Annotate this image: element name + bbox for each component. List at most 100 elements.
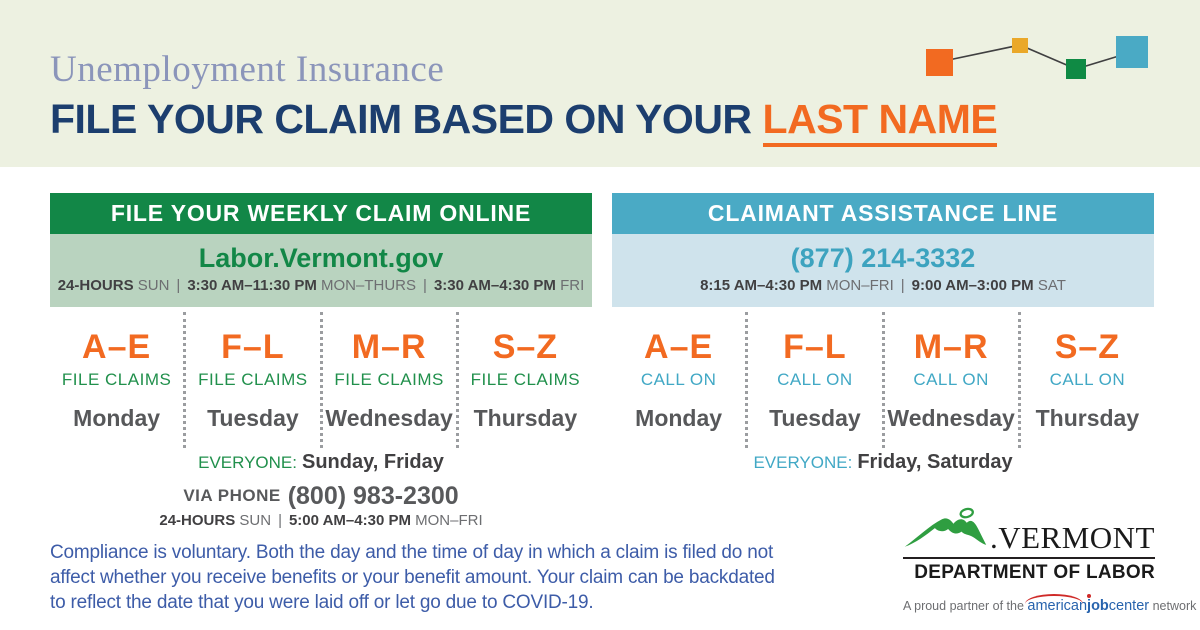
decor-square-gold: [1012, 38, 1028, 53]
americanjobcenter-logo: americanjobcenter: [1025, 594, 1150, 614]
everyone-days: Friday, Saturday: [857, 451, 1013, 473]
online-group-m-r: M–R FILE CLAIMS Wednesday: [323, 312, 456, 448]
ajc-swoosh-arc: [1025, 594, 1084, 604]
day-label: Monday: [73, 405, 161, 431]
via-phone-number[interactable]: (800) 983-2300: [287, 482, 459, 510]
dotted-divider: [745, 312, 749, 448]
everyone-label: EVERYONE:: [753, 453, 853, 472]
header-band: Unemployment Insurance FILE YOUR CLAIM B…: [0, 0, 1200, 167]
ajc-center: center: [1108, 598, 1150, 614]
assistance-panel-body: (877) 214-3332 8:15 AM–4:30 PM MON–FRI | 9…: [612, 234, 1154, 307]
partner-prefix: A proud partner of the: [903, 599, 1024, 613]
letter-range: A–E: [82, 328, 152, 366]
action-label: CALL ON: [913, 370, 989, 389]
labor-vermont-gov-link[interactable]: Labor.Vermont.gov: [198, 243, 444, 273]
letter-range: M–R: [351, 328, 427, 366]
action-label: CALL ON: [640, 370, 717, 389]
assistance-hours: 8:15 AM–4:30 PM MON–FRI | 9:00 AM–3:00 PM …: [612, 277, 1154, 294]
online-lastname-schedule: A–E FILE CLAIMS Monday F–L FILE CLAIMS T…: [50, 312, 592, 448]
assistance-hours-days-2: SAT: [1037, 277, 1066, 294]
page-title-prefix: FILE YOUR CLAIM BASED ON YOUR: [50, 96, 752, 142]
assistance-hours-time-1: 8:15 AM–4:30 PM: [700, 277, 823, 294]
online-hours-days-1: SUN: [137, 277, 170, 294]
online-group-s-z: S–Z FILE CLAIMS Thursday: [459, 312, 592, 448]
online-hours-days-3: FRI: [560, 277, 585, 294]
mountain-shape: [904, 518, 987, 547]
decor-connector-line: [938, 44, 1133, 70]
logo-rule: [903, 557, 1155, 559]
day-label: Wednesday: [887, 405, 1015, 431]
online-group-f-l: F–L FILE CLAIMS Tuesday: [186, 312, 319, 448]
action-label: CALL ON: [1049, 370, 1126, 389]
online-panel-body: Labor.Vermont.gov 24-HOURS SUN | 3:30 AM–1…: [50, 234, 592, 307]
page-title: FILE YOUR CLAIM BASED ON YOUR LAST NAME: [50, 96, 998, 147]
letter-range: S–Z: [1054, 328, 1121, 366]
assistance-hours-time-2: 9:00 AM–3:00 PM: [911, 277, 1034, 294]
letter-range: A–E: [644, 328, 714, 366]
via-phone-hours-days-2: MON–FRI: [415, 512, 483, 529]
page-title-highlight: LAST NAME: [762, 96, 998, 147]
partner-suffix: network: [1152, 599, 1197, 613]
online-group-a-e: A–E FILE CLAIMS Monday: [50, 312, 183, 448]
letter-range: S–Z: [492, 328, 559, 366]
online-panel-header: FILE YOUR WEEKLY CLAIM ONLINE: [50, 193, 592, 234]
action-label: FILE CLAIMS: [470, 370, 581, 389]
day-label: Thursday: [473, 405, 578, 431]
via-phone-hours-days-1: SUN: [239, 512, 272, 529]
compliance-note: Compliance is voluntary. Both the day an…: [50, 542, 775, 613]
day-label: Thursday: [1035, 405, 1140, 431]
online-hours-time-2: 3:30 AM–11:30 PM: [187, 277, 317, 294]
divider: |: [900, 277, 905, 294]
action-label: FILE CLAIMS: [334, 370, 444, 389]
day-label: Monday: [635, 405, 723, 431]
divider: |: [423, 277, 427, 294]
via-phone-label: VIA PHONE: [183, 486, 281, 505]
call-lastname-schedule: A–E CALL ON Monday F–L CALL ON Tuesday M…: [612, 312, 1154, 448]
mountain-icon: [904, 507, 987, 547]
assistance-hours-days-1: MON–FRI: [826, 277, 894, 294]
assistance-panel-header: CLAIMANT ASSISTANCE LINE: [612, 193, 1154, 234]
ajc-red-dot: [1087, 594, 1092, 598]
letter-range: F–L: [783, 328, 847, 366]
decor-square-teal: [1116, 36, 1148, 68]
online-hours-time-1: 24-HOURS: [57, 277, 134, 294]
online-hours: 24-HOURS SUN | 3:30 AM–11:30 PM MON–THURS |…: [50, 277, 592, 294]
action-label: FILE CLAIMS: [61, 370, 172, 389]
call-everyone-row: EVERYONE: Friday, Saturday: [612, 451, 1154, 474]
online-hours-days-2: MON–THURS: [321, 277, 417, 294]
assistance-phone-number[interactable]: (877) 214-3332: [790, 243, 976, 273]
day-label: Wednesday: [325, 405, 453, 431]
decor-squares-chart: [926, 36, 1148, 79]
via-phone-line: VIA PHONE (800) 983-2300: [50, 482, 592, 511]
assistance-line-panel: CLAIMANT ASSISTANCE LINE (877) 214-3332 …: [612, 193, 1154, 307]
day-label: Tuesday: [769, 405, 861, 431]
file-by-phone-block: VIA PHONE (800) 983-2300 24-HOURS SUN | 5:0…: [50, 482, 592, 529]
decor-square-orange: [926, 49, 953, 76]
day-label: Tuesday: [207, 405, 299, 431]
dotted-divider: [455, 312, 459, 448]
action-label: CALL ON: [777, 370, 853, 389]
action-label: FILE CLAIMS: [198, 370, 308, 389]
via-phone-hours-time-1: 24-HOURS: [159, 512, 236, 529]
dotted-divider: [319, 312, 323, 448]
ajc-partner-line: A proud partner of the americanjobcenter…: [903, 594, 1196, 614]
divider: |: [176, 277, 181, 294]
via-phone-hours-time-2: 5:00 AM–4:30 PM: [288, 512, 411, 529]
dotted-divider: [881, 312, 885, 448]
call-group-s-z: S–Z CALL ON Thursday: [1021, 312, 1154, 448]
vermont-wordmark: .VERMONT: [989, 520, 1155, 555]
letter-range: M–R: [913, 328, 989, 366]
letter-range: F–L: [221, 328, 285, 366]
department-of-labor-wordmark: DEPARTMENT OF LABOR: [914, 562, 1155, 583]
everyone-label: EVERYONE:: [198, 453, 297, 472]
sun-ring: [959, 507, 974, 519]
eyebrow-title: Unemployment Insurance: [50, 49, 445, 90]
everyone-days: Sunday, Friday: [302, 451, 444, 473]
call-group-f-l: F–L CALL ON Tuesday: [748, 312, 881, 448]
vermont-dol-logo: .VERMONT DEPARTMENT OF LABOR A proud par…: [903, 505, 1196, 614]
dotted-divider: [183, 312, 187, 448]
online-everyone-row: EVERYONE: Sunday, Friday: [50, 451, 592, 474]
divider: |: [278, 512, 282, 529]
call-group-m-r: M–R CALL ON Wednesday: [885, 312, 1018, 448]
ajc-job: job: [1087, 598, 1109, 614]
